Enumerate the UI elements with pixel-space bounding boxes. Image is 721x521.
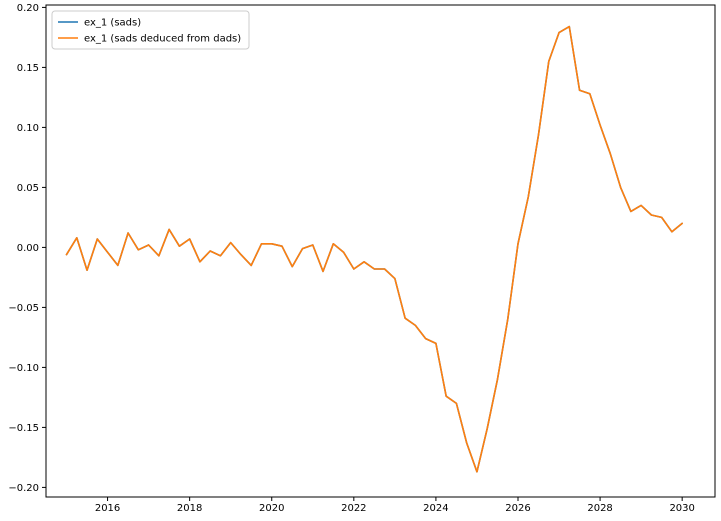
y-tick-label: 0.20 [17,3,39,14]
y-tick-label: 0.00 [17,243,39,254]
y-tick-label: −0.10 [8,363,39,374]
y-tick-label: 0.15 [17,63,39,74]
x-tick-label: 2028 [587,503,612,514]
y-tick-label: 0.10 [17,123,39,134]
x-tick-label: 2022 [341,503,366,514]
x-tick-label: 2018 [177,503,202,514]
y-tick-label: −0.05 [8,303,39,314]
x-tick-label: 2024 [423,503,448,514]
legend-entry-label: ex_1 (sads deduced from dads) [84,34,241,45]
series-layer [65,25,683,473]
legend: ex_1 (sads) ex_1 (sads deduced from dads) [51,10,250,50]
legend-entry-label: ex_1 (sads) [84,18,141,29]
x-tick-label: 2016 [95,503,120,514]
y-axis: −0.20 −0.15 −0.10 −0.05 0.00 0.05 0.10 0.15 0.20 [8,3,46,494]
legend-box [51,10,250,50]
y-tick-label: −0.20 [8,483,39,494]
x-tick-label: 2020 [259,503,284,514]
y-tick-label: 0.05 [17,183,39,194]
y-tick-label: −0.15 [8,423,39,434]
x-tick-label: 2030 [669,503,694,514]
x-axis: 2016 2018 2020 2022 2024 2026 2028 2030 [95,497,695,514]
x-tick-label: 2026 [505,503,530,514]
series-line-2 [65,25,683,473]
plot-frame [45,4,716,498]
plot-area [45,4,716,498]
